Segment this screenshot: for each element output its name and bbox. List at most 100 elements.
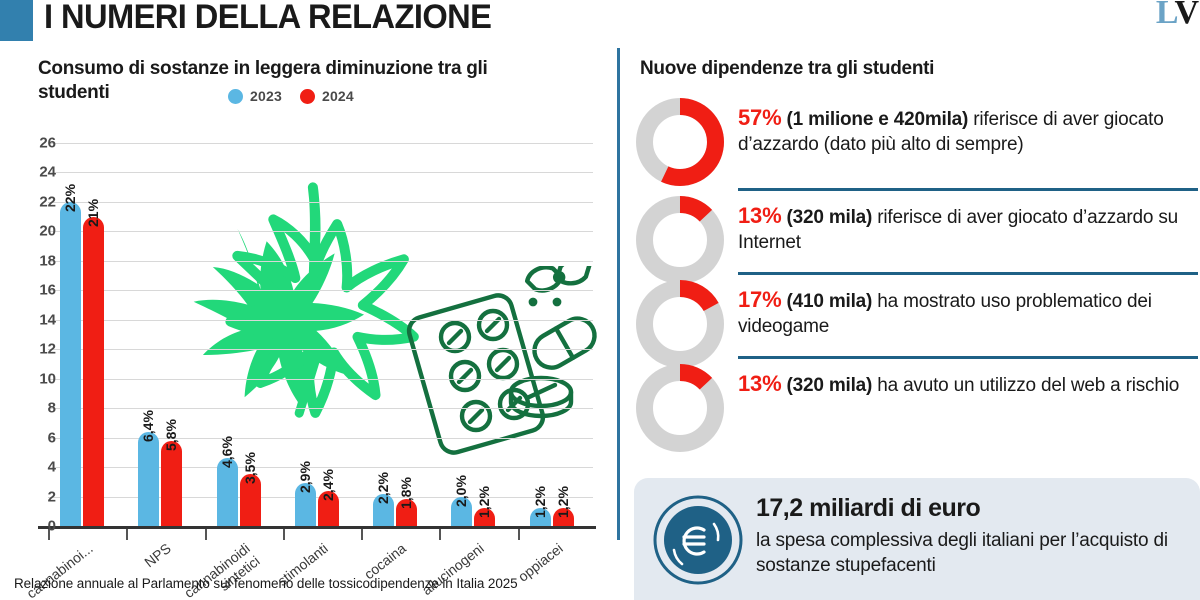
chart-gridline — [48, 467, 593, 469]
chart-plot-wrapper: 0 2 4 6 8 10 12 14 16 18 20 22 24 26 cannabinoi... NPS c… — [0, 48, 612, 600]
x-axis-tick-mark — [126, 529, 129, 540]
x-axis-tick-mark — [361, 529, 364, 540]
chart-bar — [60, 201, 81, 526]
chart-x-axis — [38, 526, 596, 529]
y-axis-tick-label: 8 — [47, 399, 56, 417]
stat-separator — [738, 356, 1198, 359]
bar-value-label: 2,4% — [319, 468, 336, 501]
y-axis-tick-label: 20 — [39, 222, 56, 240]
stat-donut-chart — [636, 196, 724, 284]
stat-percent: 57% — [738, 105, 782, 130]
chart-title: Consumo di sostanze in leggera diminuzio… — [38, 58, 488, 104]
stat-text: 13% (320 mila) riferisce di aver giocato… — [738, 202, 1198, 255]
legend-item-2023: 2023 — [228, 88, 282, 104]
stat-description: riferisce di aver giocato d’azzardo su I… — [738, 207, 1179, 253]
x-axis-tick-mark — [517, 529, 520, 540]
chart-bar — [529, 508, 551, 526]
brand-logo: LV — [1156, 0, 1199, 31]
bar-value-label: 2,9% — [296, 461, 313, 494]
chart-source-note: Relazione annuale al Parlamento sul feno… — [14, 576, 518, 591]
y-axis-tick-label: 6 — [47, 429, 56, 447]
bar-value-label: 4,6% — [218, 436, 235, 469]
stat-separator — [738, 272, 1198, 275]
y-axis-tick-label: 2 — [47, 488, 56, 506]
legend-label-2024: 2024 — [321, 88, 354, 104]
stat-absolute-value: (320 mila) — [781, 375, 878, 396]
right-panel-stats: Nuove dipendenze tra gli studenti 57% (1… — [632, 48, 1200, 600]
x-axis-tick-mark — [282, 529, 285, 540]
x-axis-tick-mark — [48, 529, 50, 540]
stat-absolute-value: (1 milione e 420mila) — [781, 109, 974, 130]
stat-separator — [738, 188, 1198, 191]
legend-swatch-2023 — [228, 88, 243, 104]
chart-gridline — [48, 172, 593, 174]
bar-value-label: 1,8% — [398, 477, 415, 510]
chart-bar — [239, 474, 261, 526]
page-title: I NUMERI DELLA RELAZIONE — [44, 0, 492, 36]
y-axis-tick-label: 14 — [39, 311, 56, 329]
chart-bar — [294, 483, 316, 526]
y-axis-tick-label: 10 — [39, 370, 56, 388]
bar-value-label: 1,2% — [476, 486, 493, 519]
chart-gridline — [48, 378, 593, 380]
stat-donut-chart — [636, 364, 724, 452]
bar-value-label: 22% — [62, 183, 78, 212]
right-panel-title: Nuove dipendenze tra gli studenti — [640, 58, 935, 79]
chart-gridline — [48, 349, 593, 351]
euro-amount: 17,2 miliardi di euro — [756, 494, 981, 522]
stat-absolute-value: (410 mila) — [781, 291, 878, 312]
chart-legend: 2023 2024 — [228, 88, 354, 104]
stat-percent: 13% — [738, 203, 782, 228]
stat-description: ha avuto un utilizzo del web a rischio — [877, 375, 1180, 396]
chart-bar — [373, 493, 395, 526]
chart-bar — [474, 508, 496, 526]
panel-divider — [617, 48, 620, 540]
x-axis-tick-mark — [204, 529, 207, 540]
chart-bar — [83, 216, 104, 526]
y-axis-tick-label: 26 — [39, 134, 56, 152]
euro-spending-box: 17,2 miliardi di euro la spesa complessi… — [634, 478, 1200, 600]
chart-gridline — [48, 201, 593, 203]
bar-value-label: 2,0% — [453, 474, 470, 507]
chart-bar — [216, 458, 238, 526]
chart-gridline — [48, 260, 593, 262]
chart-gridline — [48, 290, 593, 292]
euro-coin-icon — [653, 495, 743, 585]
stat-text: 57% (1 milione e 420mila) riferisce di a… — [738, 104, 1198, 157]
chart-gridline — [48, 319, 593, 321]
bar-value-label: 1,2% — [531, 486, 548, 519]
chart-bar — [138, 431, 160, 526]
bar-value-label: 2,2% — [375, 471, 392, 504]
stat-description: riferisce di aver giocato d’azzardo (dat… — [738, 109, 1164, 155]
y-axis-tick-label: 24 — [39, 163, 56, 181]
y-axis-tick-label: 12 — [39, 340, 56, 358]
stat-donut-chart — [636, 280, 724, 368]
chart-gridline — [48, 408, 593, 410]
stat-text: 13% (320 mila) ha avuto un utilizzo del … — [738, 370, 1198, 399]
bar-value-label: 5,8% — [163, 418, 180, 451]
chart-bar — [317, 490, 339, 526]
chart-bar — [451, 496, 473, 526]
left-panel-chart: Consumo di sostanze in leggera diminuzio… — [0, 48, 612, 600]
chart-gridline — [48, 437, 593, 439]
stat-percent: 13% — [738, 371, 782, 396]
bar-value-label: 6,4% — [140, 409, 157, 442]
chart-bar — [396, 499, 418, 526]
chart-gridline — [48, 231, 593, 233]
brand-logo-v: V — [1174, 0, 1199, 31]
chart-bar — [161, 440, 183, 526]
euro-description: la spesa complessiva degli italiani per … — [756, 530, 1168, 577]
bar-value-label: 3,5% — [241, 452, 258, 485]
y-axis-tick-label: 22 — [39, 193, 56, 211]
legend-label-2023: 2023 — [250, 88, 282, 104]
bar-value-label: 21% — [85, 198, 101, 227]
stat-absolute-value: (320 mila) — [781, 207, 878, 228]
x-axis-category-label: cannabinoi... — [23, 540, 96, 600]
y-axis-tick-label: 0 — [47, 517, 56, 535]
chart-gridline — [48, 143, 593, 144]
legend-swatch-2024 — [299, 88, 315, 104]
chart-bar — [552, 508, 574, 526]
y-axis-tick-label: 4 — [47, 458, 56, 476]
stat-text: 17% (410 mila) ha mostrato uso problemat… — [738, 286, 1198, 339]
